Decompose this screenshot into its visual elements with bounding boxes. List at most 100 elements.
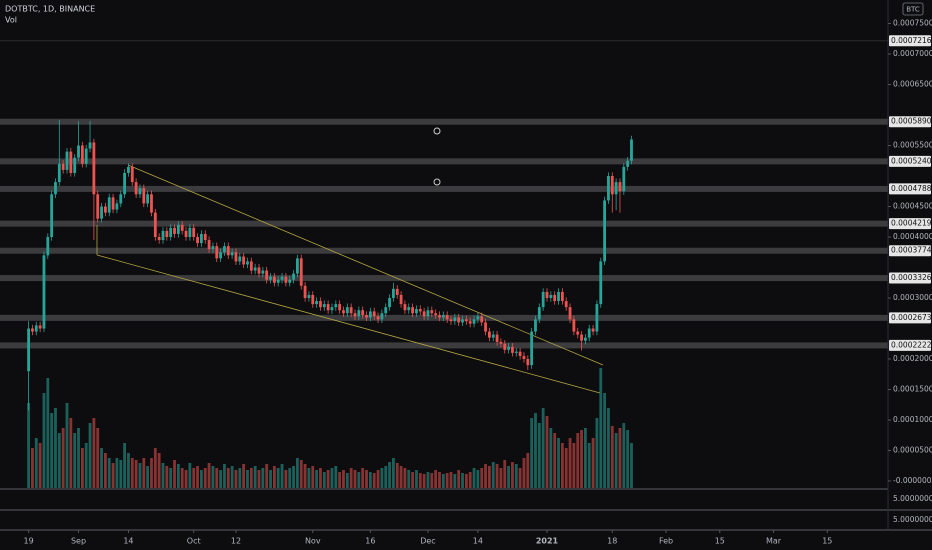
candle-body [591,328,595,332]
trend-line [96,254,601,394]
candle-body [357,310,361,317]
candle-body [560,291,564,302]
candle-body [384,307,388,314]
candle-body [54,182,57,195]
volume-bar [630,443,633,488]
volume-bar [54,408,57,488]
volume-bar [610,426,614,488]
level-label-box [889,245,931,257]
alert-icon[interactable] [433,127,441,186]
currency[interactable]: BTC [906,6,920,14]
level-label: 0.00058900 [891,117,932,126]
candle-body [418,308,422,312]
volume-bar [345,473,349,488]
symbol-title[interactable]: DOTBTC, 1D, BINANCE [5,5,95,14]
volume-bar [96,428,100,488]
candle-body [292,273,295,280]
candle-body [361,310,365,316]
candle-body [173,227,176,234]
volume-bar [568,438,572,488]
alert-icon[interactable] [433,127,441,135]
volume-bar [146,466,150,488]
candle-body [522,355,526,359]
level-band [0,342,888,349]
level-label-box [889,35,931,47]
x-tick-label: Oct [187,537,201,546]
volume-bar [230,466,234,488]
volume-bar [261,468,265,488]
currency-box[interactable] [902,2,924,16]
candle-body [503,343,507,350]
volume-bar [322,472,326,488]
volume-bar [223,464,226,488]
volume-bar [388,462,391,488]
volume-bar [315,470,318,488]
candle-body [207,240,211,250]
candle-body [480,316,484,323]
volume-bar [153,448,157,488]
volume-bar [380,468,384,488]
candle-body [288,279,292,283]
candles [27,119,633,411]
level-label: 0.00052400 [891,156,932,165]
candle-body [441,315,445,318]
candle-body [622,166,626,192]
candle-body [380,313,384,320]
volume-bar [430,473,434,488]
candle-body [403,304,407,311]
candle-body [104,206,107,213]
volume-bar [326,470,330,488]
candle-body [226,246,230,256]
volume-bar [77,428,80,488]
volume-bar [376,470,380,488]
volume-bar [276,468,280,488]
candle-body [150,194,153,213]
candle-body [138,188,142,195]
candle-body [42,255,46,329]
volume-bar [476,470,480,488]
x-tick-label: 15 [822,537,832,546]
candle-body [457,317,461,323]
alert-icon[interactable] [433,178,441,186]
volume-bar [203,468,207,488]
candle-body [303,285,307,298]
candle-body [599,261,603,305]
candle-body [507,346,510,350]
volume-bar [491,462,495,488]
candle-body [376,316,380,320]
candle-body [272,276,276,283]
volume-bar [368,472,372,488]
x-tick-label: Nov [305,537,321,546]
candle-body [46,237,50,256]
volume-bar [219,470,222,488]
volume-label[interactable]: Vol [5,16,17,25]
candle-body [453,317,457,322]
volume-bar [603,393,606,488]
volume-bar [395,463,399,488]
volume-bar [441,474,445,488]
volume-bar [119,460,123,488]
volume-bar [46,378,50,488]
volume-bar [150,458,153,488]
volume-bar [253,466,257,488]
x-tick-label: 16 [365,537,375,546]
candle-body [464,319,468,322]
candle-body [142,188,146,204]
candle-body [34,325,38,332]
volume-bar [507,466,510,488]
candle-body [284,276,288,283]
candle-body [261,270,265,274]
candle-body [587,328,591,338]
volume-bar [104,453,107,488]
x-tick-label: 19 [24,537,34,546]
candle-body [449,319,453,322]
volume-bar [361,468,365,488]
candle-body [334,304,338,308]
volume-bar [61,428,65,488]
candle-body [265,270,269,280]
volume-bar [537,423,541,488]
